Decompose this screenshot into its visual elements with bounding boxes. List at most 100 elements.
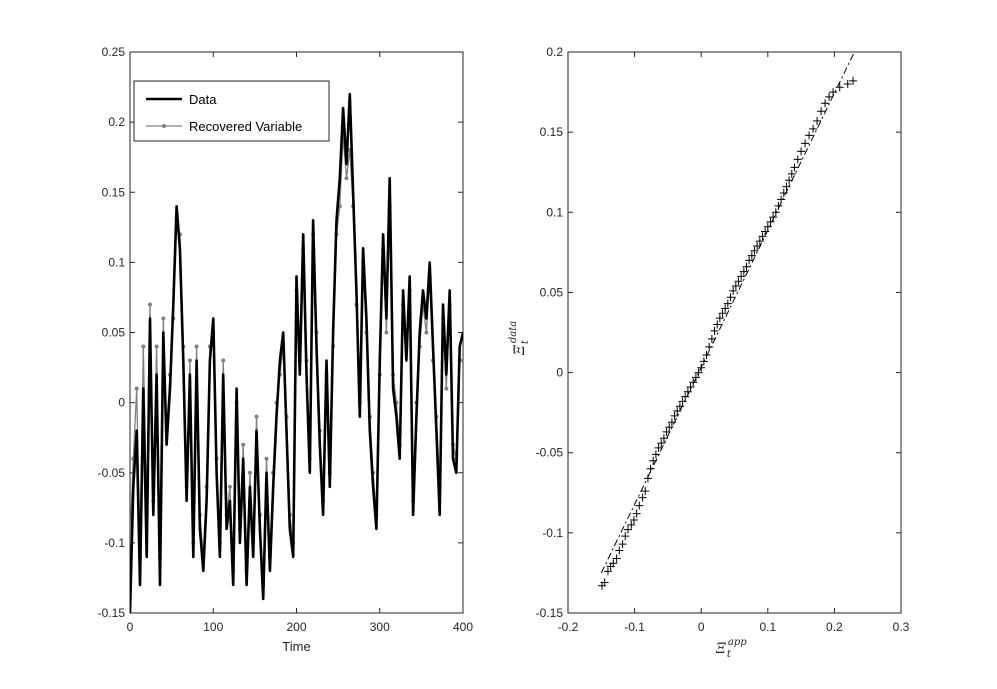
- recovered-variable-point: [247, 470, 252, 475]
- scatter-point: [689, 378, 698, 387]
- legend-label-recovered-variable: Recovered Variable: [189, 119, 302, 134]
- scatter-point: [603, 567, 612, 576]
- scatter-point: [646, 464, 655, 473]
- scatter-point: [726, 293, 735, 302]
- scatter-point: [817, 107, 826, 116]
- legend-box: [133, 80, 330, 142]
- left-xtick-label: 400: [453, 620, 473, 634]
- scatter-point: [723, 299, 732, 308]
- recovered-variable-point: [227, 484, 232, 489]
- left-xtick-label: 100: [203, 620, 223, 634]
- scatter-point: [825, 92, 834, 101]
- left-ytick-label: -0.05: [98, 466, 126, 480]
- left-series-group: [130, 92, 463, 613]
- right-scatter-plot: -0.2 -0.1 0 0.1 0.2 0.3 -0.15 -0.1 -0.05 0 0.05 0.1…: [508, 45, 910, 660]
- recovered-variable-point: [187, 358, 192, 363]
- left-ytick-label: 0.15: [102, 185, 126, 199]
- scatter-point: [758, 232, 767, 241]
- right-x-axis-label: Ξtapp: [715, 637, 747, 660]
- scatter-point: [809, 124, 818, 133]
- scatter-point: [638, 493, 647, 502]
- scatter-point: [787, 169, 796, 178]
- scatter-point: [659, 434, 668, 443]
- right-axes-box: [567, 51, 902, 614]
- scatter-point: [797, 147, 806, 156]
- recovered-variable-point: [134, 386, 139, 391]
- left-ytick-label: -0.15: [98, 606, 126, 620]
- scatter-point: [705, 342, 714, 351]
- scatter-point: [829, 88, 838, 97]
- scatter-point: [683, 387, 692, 396]
- scatter-point: [782, 182, 791, 191]
- scatter-point: [805, 131, 814, 140]
- recovered-variable-point: [194, 344, 199, 349]
- right-ytick-label: 0.05: [540, 285, 564, 299]
- scatter-point: [670, 411, 679, 420]
- left-ytick-label: 0.25: [102, 45, 126, 59]
- scatter-point: [600, 578, 609, 587]
- scatter-point: [612, 554, 621, 563]
- legend-label-data: Data: [189, 92, 217, 107]
- left-xtick-label: 300: [370, 620, 390, 634]
- right-y-axis-label: Ξtdata: [508, 321, 531, 356]
- left-ytick-label: 0.05: [102, 326, 126, 340]
- scatter-point: [769, 213, 778, 222]
- scatter-point: [618, 540, 627, 549]
- scatter-point: [813, 116, 822, 125]
- scatter-point: [651, 450, 660, 459]
- right-xtick-label: 0.2: [826, 620, 843, 634]
- scatter-point: [835, 83, 844, 92]
- scatter-point: [665, 423, 674, 432]
- scatter-point: [609, 559, 618, 568]
- right-ytick-label: 0.1: [546, 205, 563, 219]
- scatter-point: [678, 397, 687, 406]
- right-xtick-label: 0.3: [893, 620, 910, 634]
- right-ytick-label: 0.15: [540, 125, 564, 139]
- left-xtick-label: 0: [127, 620, 134, 634]
- scatter-point: [654, 443, 663, 452]
- scatter-point: [657, 439, 666, 448]
- legend: Data Recovered Variable: [133, 80, 330, 142]
- scatter-point: [643, 474, 652, 483]
- scatter-point: [623, 525, 632, 534]
- scatter-point: [694, 368, 703, 377]
- right-ytick-label: -0.05: [536, 446, 564, 460]
- scatter-point: [739, 267, 748, 276]
- left-ytick-label: 0.1: [108, 255, 125, 269]
- recovered-variable-point: [344, 176, 349, 181]
- scatter-point: [691, 373, 700, 382]
- recovered-variable-point: [461, 358, 463, 363]
- recovered-variable-point: [221, 358, 226, 363]
- scatter-point: [734, 277, 743, 286]
- legend-marker-recovered-variable: [162, 124, 166, 128]
- scatter-point: [755, 237, 764, 246]
- left-time-series-plot: 0 100 200 300 400 -0.15 -0.1 -0.05 0 0.05 0.1 0.15 0…: [98, 45, 474, 654]
- scatter-point: [615, 546, 624, 555]
- scatter-point: [766, 217, 775, 226]
- right-ytick-label: -0.15: [536, 606, 564, 620]
- reference-line: [600, 51, 855, 574]
- recovered-variable-point: [384, 330, 389, 335]
- scatter-point: [699, 357, 708, 366]
- recovered-variable-point: [254, 414, 259, 419]
- scatter-point: [790, 163, 799, 172]
- scatter-point: [675, 402, 684, 411]
- recovered-variable-point: [147, 302, 152, 307]
- scatter-point: [745, 256, 754, 265]
- scatter-point: [729, 286, 738, 295]
- scatter-point: [718, 309, 727, 318]
- scatter-point: [801, 139, 810, 148]
- scatter-point: [707, 334, 716, 343]
- left-ytick-label: 0.2: [108, 115, 125, 129]
- scatter-point: [742, 262, 751, 271]
- right-ytick-label: 0.2: [546, 45, 563, 59]
- scatter-point: [793, 155, 802, 164]
- scatter-point: [710, 326, 719, 335]
- left-ytick-label: -0.1: [104, 536, 125, 550]
- left-x-axis-label: Time: [282, 639, 310, 654]
- scatter-point: [821, 99, 830, 108]
- recovered-variable-point: [424, 330, 429, 335]
- scatter-point: [721, 304, 730, 313]
- scatter-point: [686, 382, 695, 391]
- scatter-point: [761, 227, 770, 236]
